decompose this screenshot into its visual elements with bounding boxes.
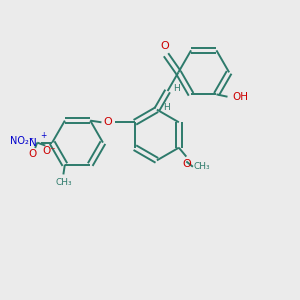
Text: O: O xyxy=(182,159,191,169)
Text: O⁻: O⁻ xyxy=(42,146,56,156)
Text: OH: OH xyxy=(233,92,249,102)
Text: O: O xyxy=(160,41,169,51)
Text: O: O xyxy=(28,148,37,159)
Text: +: + xyxy=(40,130,46,140)
Text: H: H xyxy=(174,84,180,93)
Text: H: H xyxy=(163,103,169,112)
Text: CH₃: CH₃ xyxy=(55,178,72,187)
Text: NO₂⁻: NO₂⁻ xyxy=(10,136,34,146)
Text: N: N xyxy=(29,138,37,148)
Text: O: O xyxy=(103,117,112,127)
Text: CH₃: CH₃ xyxy=(194,162,210,171)
